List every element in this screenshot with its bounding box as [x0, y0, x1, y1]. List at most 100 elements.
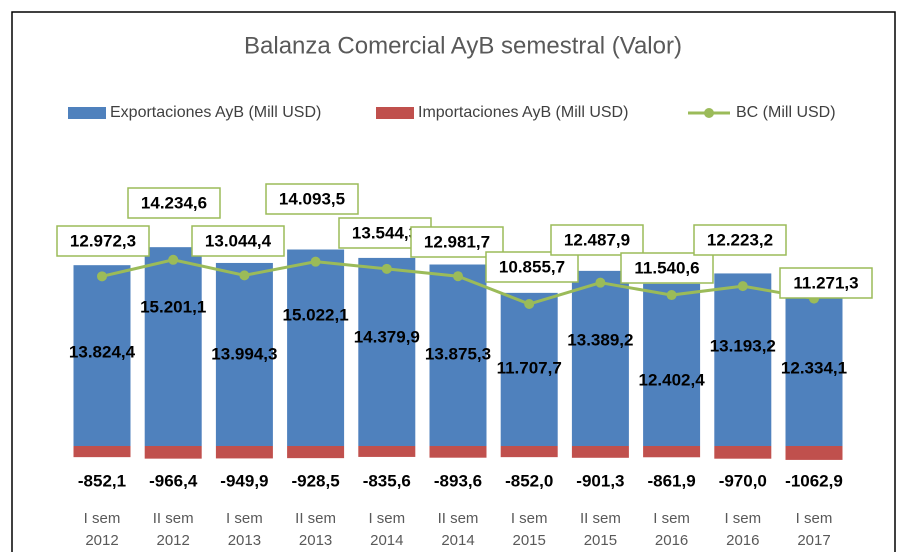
bar — [73, 446, 131, 458]
bar — [500, 446, 558, 458]
frame — [11, 11, 896, 552]
data-label: 11.271,3 — [793, 273, 858, 292]
data-label: -966,4 — [149, 471, 198, 490]
data-label: 13.994,3 — [211, 344, 277, 363]
line-marker — [239, 270, 250, 281]
data-label: 14.234,6 — [141, 193, 207, 212]
label-box — [550, 224, 644, 256]
legend-marker — [704, 108, 714, 118]
legend-label: BC (Mill USD) — [736, 104, 836, 121]
label-box — [620, 252, 714, 284]
data-label: 12.972,3 — [70, 231, 136, 250]
label-box — [127, 187, 221, 219]
data-label: 14.093,5 — [279, 189, 345, 208]
x-tick-label: 2016 — [726, 532, 759, 549]
legend-label: Importaciones AyB (Mill USD) — [418, 104, 628, 121]
data-label: 13.875,3 — [425, 344, 491, 363]
x-tick-label: II sem — [295, 510, 336, 527]
data-label: 11.707,7 — [497, 358, 562, 377]
x-tick-label: I sem — [226, 510, 263, 527]
line-marker — [310, 256, 321, 267]
line-marker — [666, 290, 677, 301]
bar — [429, 264, 487, 446]
data-label: -852,0 — [505, 471, 553, 490]
bar — [215, 262, 273, 446]
bar — [358, 446, 416, 457]
line-marker — [595, 277, 606, 288]
data-label: 13.389,2 — [567, 330, 633, 349]
x-tick-label: II sem — [580, 510, 621, 527]
bar — [500, 292, 558, 446]
x-tick-label: 2012 — [85, 532, 118, 549]
data-label: -928,5 — [291, 471, 339, 490]
x-tick-label: 2012 — [157, 532, 190, 549]
line-marker — [453, 271, 463, 282]
data-label: 12.334,1 — [781, 358, 847, 377]
x-tick-label: 2014 — [370, 532, 403, 549]
x-tick-label: I sem — [511, 510, 548, 527]
label-box — [485, 251, 579, 283]
bar — [714, 273, 772, 446]
bar — [714, 446, 772, 459]
chart-title: Balanza Comercial AyB semestral (Valor) — [244, 32, 682, 59]
line-marker — [381, 263, 392, 274]
bar — [144, 247, 202, 446]
bar — [73, 265, 131, 446]
data-label: 13.824,4 — [69, 342, 136, 361]
x-tick-label: 2013 — [299, 532, 332, 549]
line-marker — [524, 299, 535, 310]
x-tick-label: 2013 — [228, 532, 261, 549]
data-label: 14.379,9 — [354, 327, 420, 346]
data-label: 13.193,2 — [710, 336, 776, 355]
x-tick-label: II sem — [438, 510, 479, 527]
data-label: 12.223,2 — [707, 230, 773, 249]
label-box — [191, 225, 285, 257]
x-tick-label: 2015 — [584, 532, 617, 549]
data-label: -861,9 — [647, 471, 695, 490]
data-label: 15.022,1 — [283, 305, 349, 324]
bar — [643, 283, 701, 446]
x-tick-label: II sem — [153, 510, 194, 527]
data-label: 13.544,3 — [352, 223, 418, 242]
bar — [215, 446, 273, 459]
bar — [785, 284, 843, 446]
data-label: 12.487,9 — [564, 230, 630, 249]
data-label: -893,6 — [434, 471, 482, 490]
x-tick-label: I sem — [653, 510, 690, 527]
x-tick-label: I sem — [724, 510, 761, 527]
x-tick-label: I sem — [368, 510, 405, 527]
x-tick-label: I sem — [796, 510, 833, 527]
legend-swatch — [68, 107, 106, 119]
bar — [287, 446, 345, 459]
data-label: 12.981,7 — [424, 232, 490, 251]
x-tick-label: I sem — [84, 510, 121, 527]
line-marker — [168, 254, 179, 265]
line-marker — [737, 281, 748, 292]
x-tick-label: 2016 — [655, 532, 688, 549]
data-label: 15.201,1 — [140, 297, 206, 316]
label-box — [693, 224, 787, 256]
legend-label: Exportaciones AyB (Mill USD) — [110, 104, 321, 121]
bar — [571, 446, 629, 458]
data-label: 10.855,7 — [499, 257, 565, 276]
label-box — [265, 183, 359, 215]
line-marker — [97, 271, 107, 282]
data-label: 12.402,4 — [639, 370, 706, 389]
bar — [429, 446, 487, 458]
data-label: 11.540,6 — [634, 258, 699, 277]
data-label: -852,1 — [78, 471, 126, 490]
label-box — [56, 225, 150, 257]
x-tick-label: 2015 — [513, 532, 546, 549]
data-label: -1062,9 — [785, 471, 843, 490]
x-tick-label: 2017 — [797, 532, 830, 549]
legend-swatch — [376, 107, 414, 119]
data-label: -835,6 — [363, 471, 411, 490]
data-label: -901,3 — [576, 471, 624, 490]
x-tick-label: 2014 — [441, 532, 474, 549]
label-box — [779, 267, 873, 299]
bar — [643, 446, 701, 458]
data-label: 13.044,4 — [205, 231, 272, 250]
bar — [144, 446, 202, 459]
bar — [571, 270, 629, 446]
